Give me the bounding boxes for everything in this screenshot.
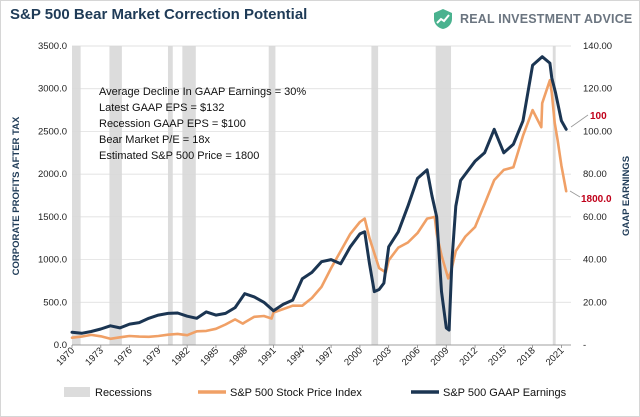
recession-band	[182, 46, 196, 345]
y-right-tick-label: 60.00	[583, 212, 607, 223]
annotation-box: Average Decline In GAAP Earnings = 30% L…	[99, 86, 306, 162]
annotation-line: Recession GAAP EPS = $100	[99, 118, 246, 130]
brand-name: REAL INVESTMENT ADVICE	[460, 12, 633, 26]
x-tick-label: 2018	[515, 345, 538, 368]
y-left-label: CORPORATE PROFITS AFTER TAX	[11, 116, 22, 275]
callout-leader-eps	[570, 114, 589, 128]
callout-price: 1800.0	[581, 194, 612, 205]
x-tick-label: 1982	[170, 345, 193, 368]
y-right-tick-label: 120.00	[583, 84, 612, 95]
x-tick-label: 2006	[400, 345, 423, 368]
callouts: 100 1800.0	[569, 111, 612, 205]
y-left-tick-label: 2000.0	[38, 169, 67, 180]
x-tick-label: 1988	[227, 345, 250, 368]
recession-band	[268, 46, 276, 345]
recession-band	[371, 46, 379, 345]
y-right-tick-label: 140.00	[583, 41, 612, 52]
legend: Recessions S&P 500 Stock Price Index S&P…	[64, 387, 567, 399]
y-left-tick-label: 3000.0	[38, 84, 67, 95]
y-left-tick-label: 1500.0	[38, 212, 67, 223]
legend-label-price: S&P 500 Stock Price Index	[230, 387, 362, 399]
annotation-line: Estimated S&P 500 Price = 1800	[99, 150, 259, 162]
y-left-tick-label: 500.0	[43, 297, 67, 308]
callout-leader-price	[569, 190, 581, 198]
x-tick-label: 2021	[544, 345, 567, 368]
legend-label-recessions: Recessions	[95, 387, 152, 399]
x-tick-label: 2003	[371, 345, 394, 368]
y-left-tick-label: 3500.0	[38, 41, 67, 52]
x-tick-label: 1991	[256, 345, 279, 368]
x-tick-label: 2000	[342, 345, 365, 368]
annotation-line: Bear Market P/E = 18x	[99, 134, 210, 146]
sp500-price-line	[70, 78, 568, 341]
y-left-tick-label: 1000.0	[38, 255, 67, 266]
gaap-earnings-line	[70, 55, 568, 335]
y-right-tick-label: 20.00	[583, 297, 607, 308]
y-left-tick-label: 0.0	[54, 340, 67, 351]
x-tick-label: 1994	[285, 345, 308, 368]
recession-band	[552, 46, 556, 345]
x-tick-label: 2015	[486, 345, 509, 368]
recession-band	[109, 46, 122, 345]
series-lines	[70, 55, 568, 341]
tick-labels: 0.0 500.0 1000.0 1500.0 2000.0 2500.0 3000.0 35…	[38, 41, 612, 368]
y-right-label: GAAP EARNINGS	[621, 156, 632, 236]
x-tick-label: 1997	[313, 345, 336, 368]
x-tick-label: 1976	[112, 345, 135, 368]
recession-band	[72, 46, 81, 345]
chart-title: S&P 500 Bear Market Correction Potential	[10, 6, 308, 23]
y-right-tick-label: 100.00	[583, 126, 612, 137]
y-right-tick-label: -	[583, 340, 586, 351]
gridlines	[71, 45, 571, 348]
annotation-line: Average Decline In GAAP Earnings = 30%	[99, 86, 306, 98]
brand-logo: REAL INVESTMENT ADVICE	[432, 8, 632, 30]
x-tick-label: 1985	[198, 345, 221, 368]
x-tick-label: 1979	[141, 345, 164, 368]
rising-chart-shield-icon	[434, 9, 452, 29]
legend-swatch-recessions	[64, 387, 90, 397]
annotation-line: Latest GAAP EPS = $132	[99, 102, 224, 114]
recession-band	[167, 46, 173, 345]
callout-eps: 100	[590, 111, 607, 122]
x-tick-label: 2012	[457, 345, 480, 368]
x-tick-label: 1973	[83, 345, 106, 368]
legend-label-earnings: S&P 500 GAAP Earnings	[443, 387, 567, 399]
y-right-tick-label: 40.00	[583, 255, 607, 266]
y-left-tick-label: 2500.0	[38, 126, 67, 137]
x-tick-label: 2009	[429, 345, 452, 368]
y-right-tick-label: 80.00	[583, 169, 607, 180]
